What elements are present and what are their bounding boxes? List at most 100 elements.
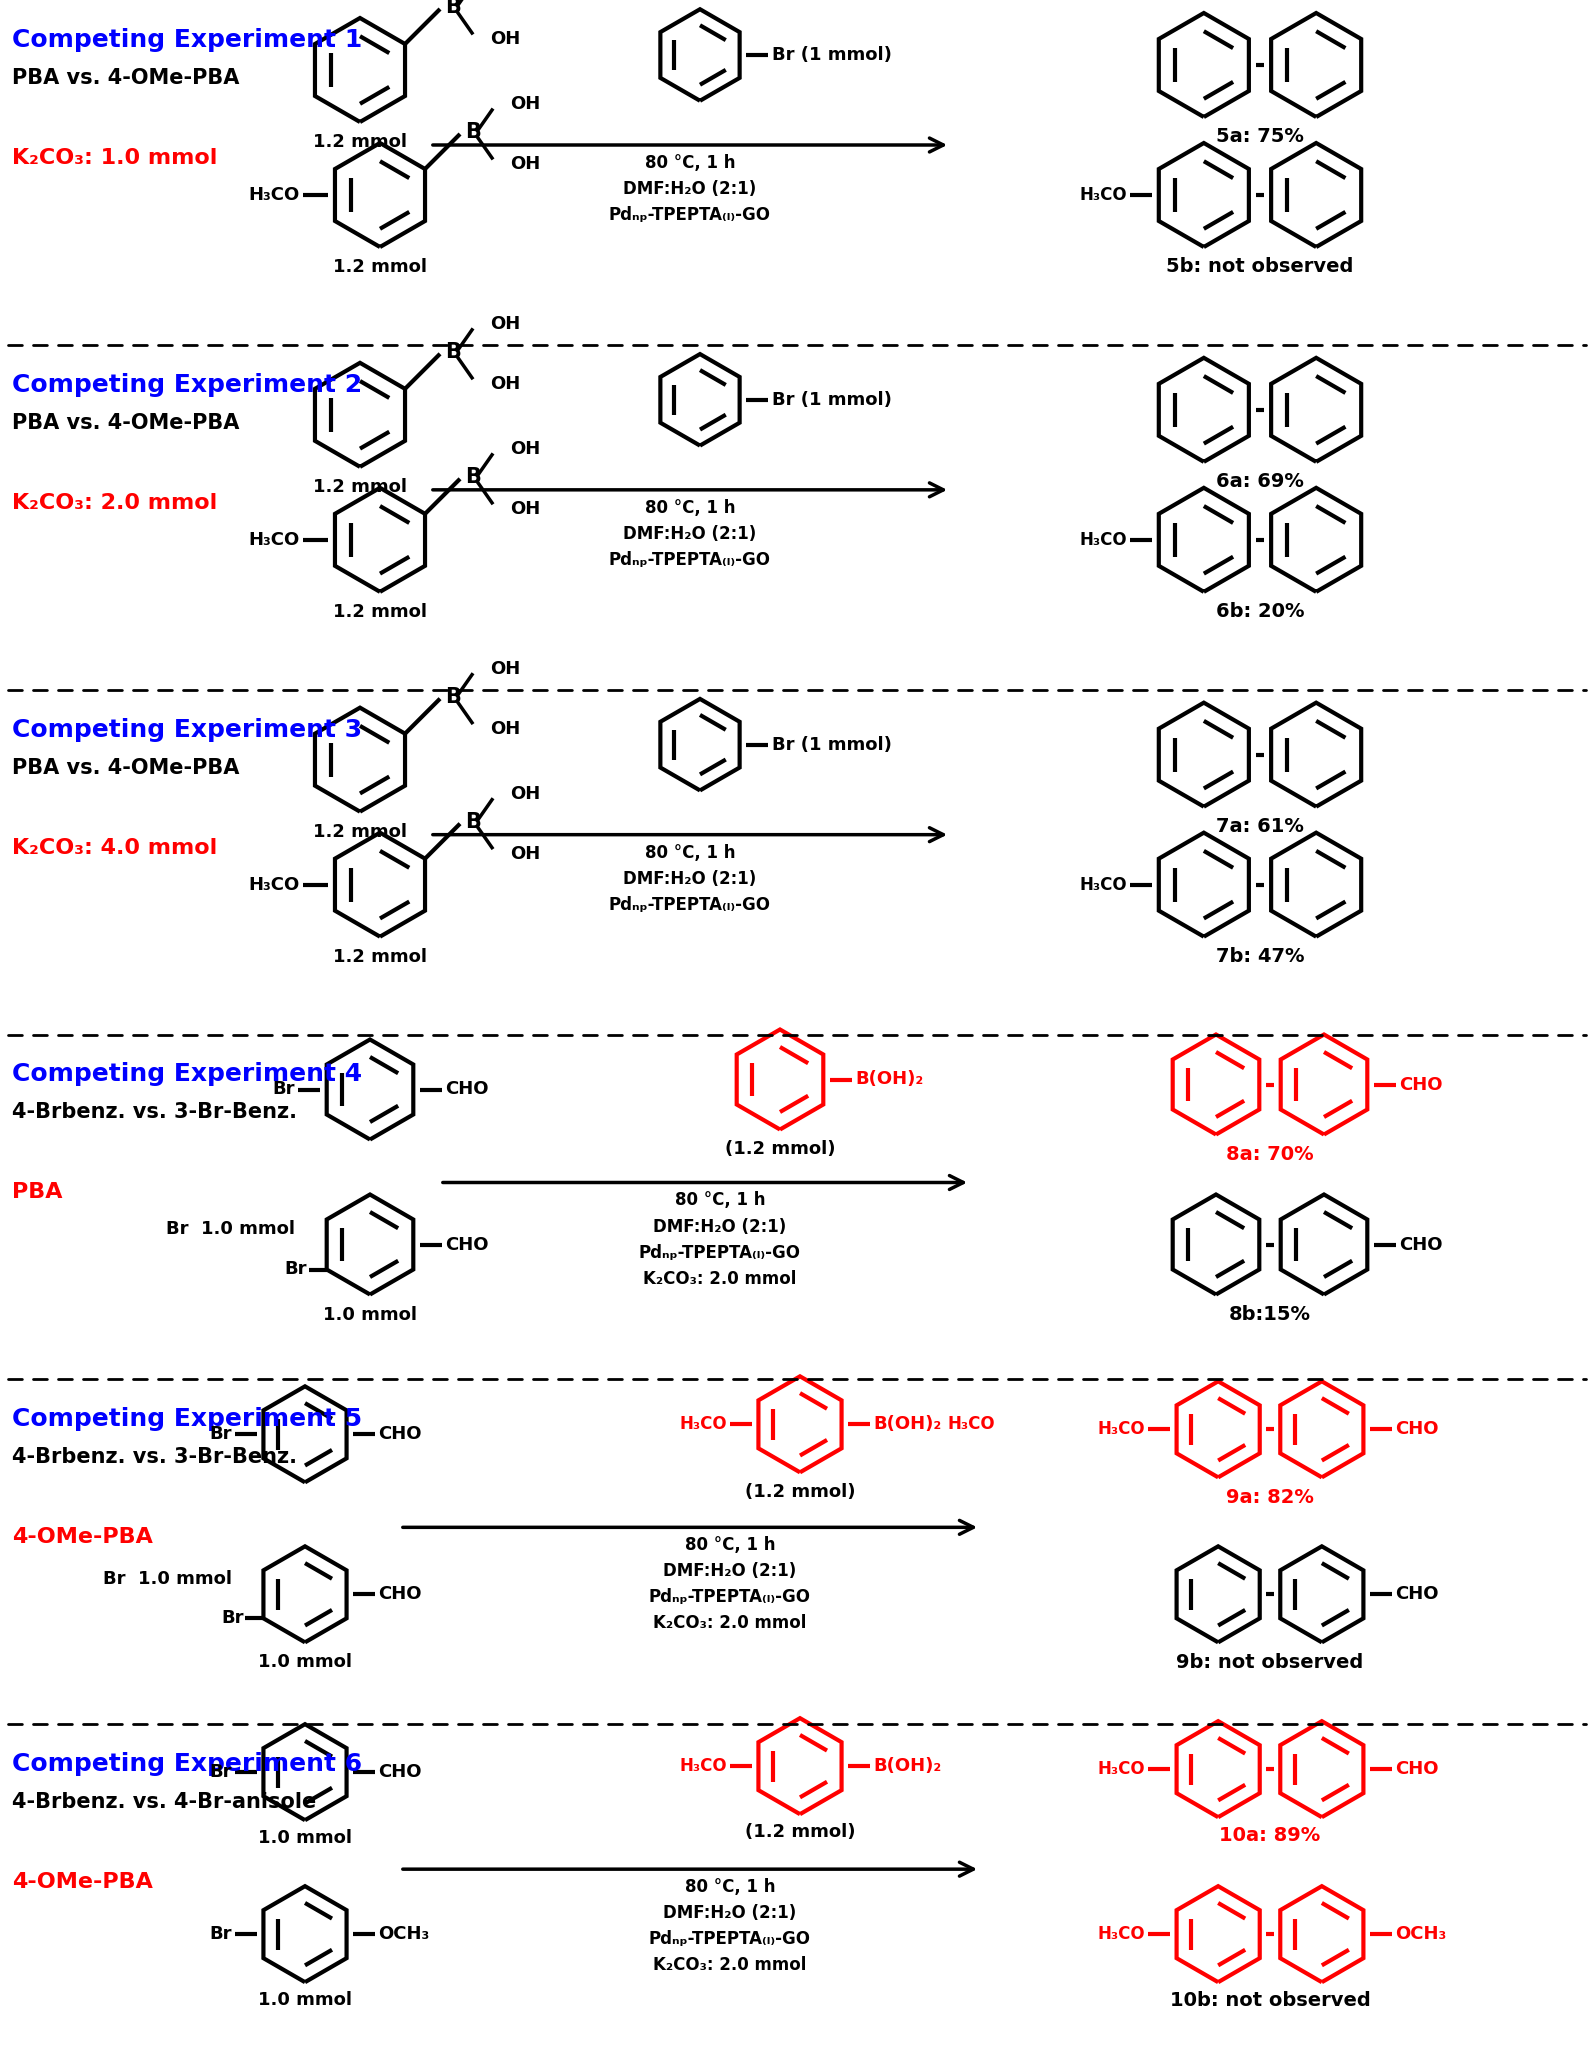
Text: Competing Experiment 5: Competing Experiment 5 <box>13 1407 362 1432</box>
Text: Pdₙₚ-TPEPTA₍ₗ₎-GO: Pdₙₚ-TPEPTA₍ₗ₎-GO <box>609 550 771 569</box>
Text: CHO: CHO <box>1395 1761 1438 1777</box>
Text: H₃CO: H₃CO <box>1098 1924 1144 1943</box>
Text: Pdₙₚ-TPEPTA₍ₗ₎-GO: Pdₙₚ-TPEPTA₍ₗ₎-GO <box>649 1589 811 1606</box>
Text: OCH₃: OCH₃ <box>378 1924 429 1943</box>
Text: OH: OH <box>489 720 520 739</box>
Text: 8a: 70%: 8a: 70% <box>1226 1144 1313 1165</box>
Text: OH: OH <box>489 374 520 393</box>
Text: B: B <box>465 811 481 832</box>
Text: Br: Br <box>209 1426 233 1444</box>
Text: 1.2 mmol: 1.2 mmol <box>333 602 427 621</box>
Text: H₃CO: H₃CO <box>1079 532 1127 548</box>
Text: H₃CO: H₃CO <box>249 186 300 205</box>
Text: PBA vs. 4-OMe-PBA: PBA vs. 4-OMe-PBA <box>13 757 239 778</box>
Text: Br (1 mmol): Br (1 mmol) <box>771 737 891 753</box>
Text: (1.2 mmol): (1.2 mmol) <box>725 1140 835 1159</box>
Text: 1.2 mmol: 1.2 mmol <box>333 948 427 966</box>
Text: 7b: 47%: 7b: 47% <box>1216 948 1304 966</box>
Text: Pdₙₚ-TPEPTA₍ₗ₎-GO: Pdₙₚ-TPEPTA₍ₗ₎-GO <box>649 1930 811 1949</box>
Text: Br: Br <box>222 1610 244 1628</box>
Text: 80 °C, 1 h: 80 °C, 1 h <box>674 1192 765 1210</box>
Text: DMF:H₂O (2:1): DMF:H₂O (2:1) <box>623 526 757 542</box>
Text: B(OH)₂: B(OH)₂ <box>854 1070 923 1088</box>
Text: H₃CO: H₃CO <box>679 1757 727 1775</box>
Text: Br: Br <box>209 1924 233 1943</box>
Text: H₃CO: H₃CO <box>1098 1419 1144 1438</box>
Text: Pdₙₚ-TPEPTA₍ₗ₎-GO: Pdₙₚ-TPEPTA₍ₗ₎-GO <box>609 896 771 914</box>
Text: 1.0 mmol: 1.0 mmol <box>258 1990 352 2009</box>
Text: K₂CO₃: 2.0 mmol: K₂CO₃: 2.0 mmol <box>654 1955 807 1974</box>
Text: 1.2 mmol: 1.2 mmol <box>312 478 406 497</box>
Text: 6a: 69%: 6a: 69% <box>1216 472 1304 490</box>
Text: 80 °C, 1 h: 80 °C, 1 h <box>685 1879 775 1895</box>
Text: (1.2 mmol): (1.2 mmol) <box>744 1823 856 1841</box>
Text: Competing Experiment 1: Competing Experiment 1 <box>13 29 362 52</box>
Text: H₃CO: H₃CO <box>948 1415 996 1434</box>
Text: K₂CO₃: 2.0 mmol: K₂CO₃: 2.0 mmol <box>13 492 217 513</box>
Text: H₃CO: H₃CO <box>1079 186 1127 205</box>
Text: Br  1.0 mmol: Br 1.0 mmol <box>104 1570 233 1589</box>
Text: CHO: CHO <box>378 1763 421 1781</box>
Text: 5a: 75%: 5a: 75% <box>1216 128 1304 147</box>
Text: CHO: CHO <box>445 1080 488 1099</box>
Text: K₂CO₃: 1.0 mmol: K₂CO₃: 1.0 mmol <box>13 149 217 168</box>
Text: 1.0 mmol: 1.0 mmol <box>324 1306 418 1324</box>
Text: 4-Brbenz. vs. 3-Br-Benz.: 4-Brbenz. vs. 3-Br-Benz. <box>13 1103 296 1123</box>
Text: H₃CO: H₃CO <box>1079 875 1127 894</box>
Text: CHO: CHO <box>1395 1419 1438 1438</box>
Text: OH: OH <box>489 29 520 48</box>
Text: K₂CO₃: 4.0 mmol: K₂CO₃: 4.0 mmol <box>13 838 217 859</box>
Text: 80 °C, 1 h: 80 °C, 1 h <box>644 499 735 517</box>
Text: DMF:H₂O (2:1): DMF:H₂O (2:1) <box>663 1562 797 1581</box>
Text: 10a: 89%: 10a: 89% <box>1219 1825 1320 1846</box>
Text: Pdₙₚ-TPEPTA₍ₗ₎-GO: Pdₙₚ-TPEPTA₍ₗ₎-GO <box>609 207 771 223</box>
Text: 1.2 mmol: 1.2 mmol <box>312 823 406 840</box>
Text: B: B <box>445 687 461 708</box>
Text: OCH₃: OCH₃ <box>1395 1924 1446 1943</box>
Text: 7a: 61%: 7a: 61% <box>1216 817 1304 836</box>
Text: PBA vs. 4-OMe-PBA: PBA vs. 4-OMe-PBA <box>13 414 239 432</box>
Text: 80 °C, 1 h: 80 °C, 1 h <box>644 844 735 861</box>
Text: Competing Experiment 3: Competing Experiment 3 <box>13 718 362 741</box>
Text: Pdₙₚ-TPEPTA₍ₗ₎-GO: Pdₙₚ-TPEPTA₍ₗ₎-GO <box>639 1243 802 1262</box>
Text: OH: OH <box>510 844 540 863</box>
Text: OH: OH <box>489 660 520 679</box>
Text: H₃CO: H₃CO <box>679 1415 727 1434</box>
Text: OH: OH <box>510 155 540 174</box>
Text: 6b: 20%: 6b: 20% <box>1216 602 1304 621</box>
Text: CHO: CHO <box>1400 1235 1443 1254</box>
Text: B: B <box>445 341 461 362</box>
Text: DMF:H₂O (2:1): DMF:H₂O (2:1) <box>623 869 757 888</box>
Text: DMF:H₂O (2:1): DMF:H₂O (2:1) <box>623 180 757 199</box>
Text: 5b: not observed: 5b: not observed <box>1167 257 1353 277</box>
Text: 10b: not observed: 10b: not observed <box>1170 1990 1371 2009</box>
Text: (1.2 mmol): (1.2 mmol) <box>744 1483 856 1502</box>
Text: H₃CO: H₃CO <box>1098 1761 1144 1777</box>
Text: OH: OH <box>489 314 520 333</box>
Text: 4-OMe-PBA: 4-OMe-PBA <box>13 1872 153 1893</box>
Text: DMF:H₂O (2:1): DMF:H₂O (2:1) <box>663 1903 797 1922</box>
Text: K₂CO₃: 2.0 mmol: K₂CO₃: 2.0 mmol <box>644 1270 797 1287</box>
Text: B: B <box>465 122 481 143</box>
Text: 9a: 82%: 9a: 82% <box>1226 1488 1313 1506</box>
Text: OH: OH <box>510 95 540 114</box>
Text: OH: OH <box>510 784 540 803</box>
Text: 4-OMe-PBA: 4-OMe-PBA <box>13 1527 153 1548</box>
Text: Competing Experiment 6: Competing Experiment 6 <box>13 1752 362 1775</box>
Text: CHO: CHO <box>1400 1076 1443 1095</box>
Text: 8b:15%: 8b:15% <box>1229 1306 1310 1324</box>
Text: CHO: CHO <box>378 1585 421 1603</box>
Text: H₃CO: H₃CO <box>249 532 300 548</box>
Text: 1.2 mmol: 1.2 mmol <box>333 259 427 275</box>
Text: PBA: PBA <box>13 1183 62 1202</box>
Text: B(OH)₂: B(OH)₂ <box>874 1415 940 1434</box>
Text: B: B <box>445 0 461 17</box>
Text: 80 °C, 1 h: 80 °C, 1 h <box>644 153 735 172</box>
Text: 80 °C, 1 h: 80 °C, 1 h <box>685 1537 775 1554</box>
Text: CHO: CHO <box>445 1235 488 1254</box>
Text: CHO: CHO <box>1395 1585 1438 1603</box>
Text: B(OH)₂: B(OH)₂ <box>874 1757 940 1775</box>
Text: Competing Experiment 2: Competing Experiment 2 <box>13 372 362 397</box>
Text: B: B <box>465 468 481 486</box>
Text: Br: Br <box>284 1260 306 1279</box>
